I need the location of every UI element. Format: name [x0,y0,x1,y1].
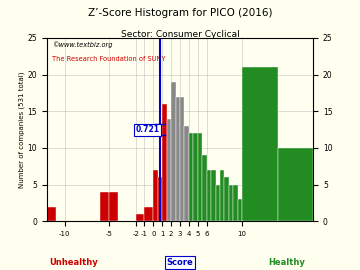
Text: Unhealthy: Unhealthy [49,258,98,267]
Bar [229,185,233,221]
Text: Healthy: Healthy [268,258,305,267]
Y-axis label: Number of companies (531 total): Number of companies (531 total) [18,71,25,188]
Bar [242,67,278,221]
Bar [162,104,167,221]
Bar [176,97,180,221]
Bar [198,133,202,221]
Bar [180,97,184,221]
Bar [47,207,56,221]
Bar [184,126,189,221]
Bar [144,207,153,221]
Text: The Research Foundation of SUNY: The Research Foundation of SUNY [52,56,166,62]
Text: Score: Score [167,258,193,267]
Bar [171,82,176,221]
Bar [278,148,313,221]
Bar [202,155,207,221]
Bar [220,170,224,221]
Bar [233,185,238,221]
Bar [224,177,229,221]
Bar [167,119,171,221]
Bar [100,192,109,221]
Bar [216,185,220,221]
Text: ©www.textbiz.org: ©www.textbiz.org [52,42,113,48]
Bar [158,177,162,221]
Text: 0.721: 0.721 [135,125,159,134]
Text: Z’-Score Histogram for PICO (2016): Z’-Score Histogram for PICO (2016) [88,8,272,18]
Bar [238,199,242,221]
Bar [153,170,158,221]
Text: Sector: Consumer Cyclical: Sector: Consumer Cyclical [121,30,239,39]
Bar [189,133,193,221]
Bar [193,133,198,221]
Bar [207,170,211,221]
Bar [136,214,144,221]
Bar [109,192,118,221]
Bar [211,170,216,221]
